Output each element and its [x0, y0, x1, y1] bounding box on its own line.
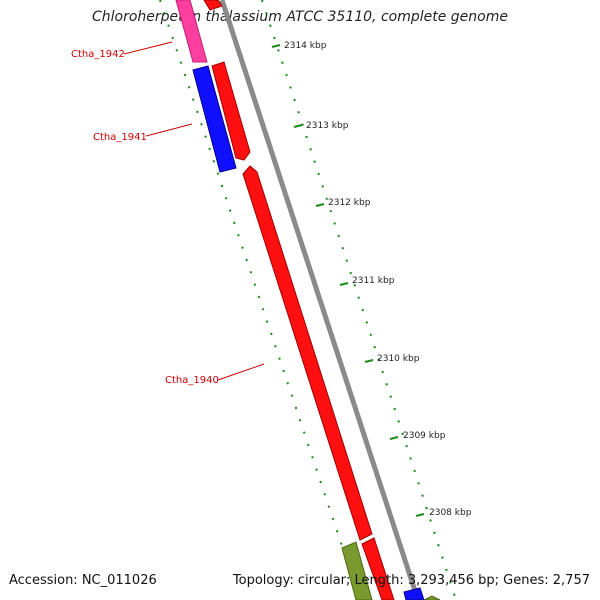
- position-tick-label: 2313 kbp: [306, 121, 349, 131]
- position-tick: 2308 kbp: [415, 508, 472, 518]
- gene-label[interactable]: Ctha_1942: [71, 49, 125, 60]
- position-tick-label: 2309 kbp: [403, 431, 446, 441]
- position-tick-label: 2312 kbp: [328, 198, 371, 208]
- gene-ctha-1942-arrow[interactable]: [175, 0, 208, 63]
- gene-olive-arrow-1[interactable]: [341, 541, 373, 600]
- position-tick-label: 2308 kbp: [429, 508, 472, 518]
- inner-tick-track: [159, 0, 361, 600]
- position-tick-label: 2314 kbp: [284, 41, 327, 51]
- position-tick: 2313 kbp: [293, 121, 349, 131]
- gene-red-arrow-top[interactable]: [203, 0, 223, 11]
- gene-blue-arrow-2[interactable]: [403, 587, 425, 600]
- gene-label[interactable]: Ctha_1940: [165, 375, 219, 386]
- gene-red-arrow-3[interactable]: [361, 537, 395, 600]
- position-tick: 2310 kbp: [364, 354, 420, 364]
- gene-red-arrow-1[interactable]: [211, 61, 251, 161]
- leader-ctha-1940: [217, 363, 265, 381]
- genome-backbone: [219, 0, 421, 600]
- gene-olive-arrow-2[interactable]: [423, 595, 441, 600]
- position-tick-label: 2311 kbp: [352, 276, 395, 286]
- position-tick: 2312 kbp: [315, 198, 371, 208]
- position-tick: 2314 kbp: [271, 41, 327, 51]
- position-tick-label: 2310 kbp: [377, 354, 420, 364]
- leader-ctha-1941: [145, 123, 193, 137]
- gene-ctha-1941-arrow[interactable]: [192, 65, 237, 173]
- accession-text: Accession: NC_011026: [9, 573, 157, 588]
- gene-ctha-1940-arrow[interactable]: [242, 165, 373, 541]
- genome-summary-text: Topology: circular; Length: 3,293,456 bp…: [232, 573, 590, 588]
- position-tick: 2309 kbp: [389, 431, 446, 441]
- leader-ctha-1942: [123, 41, 173, 55]
- position-tick: 2311 kbp: [339, 276, 395, 286]
- gene-label[interactable]: Ctha_1941: [93, 132, 147, 143]
